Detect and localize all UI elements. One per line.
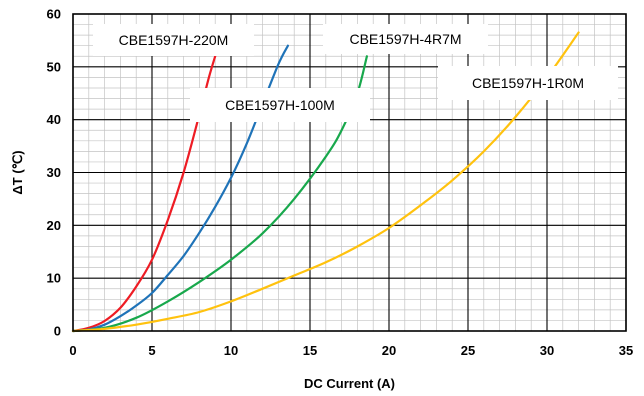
y-tick-label: 30 xyxy=(47,165,61,180)
series-label-box xyxy=(93,24,254,56)
x-tick-label: 15 xyxy=(303,343,317,358)
y-tick-label: 60 xyxy=(47,7,61,22)
series-label-box xyxy=(190,88,370,122)
series-label-box xyxy=(323,24,488,54)
series-label-box xyxy=(438,66,618,100)
x-tick-label: 20 xyxy=(382,343,396,358)
y-tick-label: 50 xyxy=(47,59,61,74)
x-tick-label: 35 xyxy=(619,343,633,358)
y-tick-label: 0 xyxy=(54,324,61,339)
x-tick-label: 5 xyxy=(148,343,155,358)
series-line-3 xyxy=(71,31,580,333)
y-tick-label: 40 xyxy=(47,112,61,127)
series-labels: CBE1597H-220M CBE1597H-100M CBE1597H-4R7M C… xyxy=(93,24,618,122)
y-tick-label: 10 xyxy=(47,271,61,286)
major-grid xyxy=(72,13,627,332)
series-label: CBE1597H-4R7M xyxy=(349,31,461,47)
y-tick-label: 20 xyxy=(47,218,61,233)
series-label: CBE1597H-220M xyxy=(119,32,229,48)
plot-frame xyxy=(72,13,627,332)
x-tick-label: 30 xyxy=(540,343,554,358)
x-tick-label: 10 xyxy=(224,343,238,358)
x-tick-labels: 0 5 10 15 20 25 30 35 xyxy=(69,343,633,358)
series-line-2 xyxy=(71,55,368,333)
x-tick-label: 25 xyxy=(461,343,475,358)
y-tick-labels: 0 10 20 30 40 50 60 xyxy=(47,7,61,339)
series-label: CBE1597H-1R0M xyxy=(472,75,584,91)
x-tick-label: 0 xyxy=(69,343,76,358)
series-label: CBE1597H-100M xyxy=(225,97,335,113)
x-axis-title: DC Current (A) xyxy=(304,376,395,391)
y-axis-title: ΔT (℃) xyxy=(10,150,25,194)
